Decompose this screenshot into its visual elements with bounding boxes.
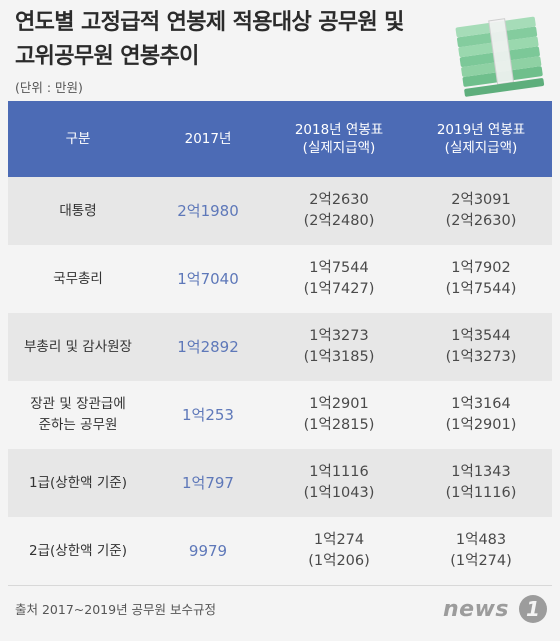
column-header-category: 구분 — [8, 101, 148, 177]
salary-actual-value: (1억274) — [450, 553, 512, 569]
cell-2018: 2억2630 (2억2480) — [268, 177, 410, 245]
cell-2018: 1억274 (1억206) — [268, 517, 410, 585]
logo-text: news — [443, 597, 510, 622]
salary-table-value: 1억483 — [455, 532, 507, 548]
salary-actual-value: (1억3185) — [303, 349, 375, 365]
table-row: 2급(상한액 기준) 9979 1억274 (1억206) 1억483 (1억274) — [8, 517, 552, 585]
column-header-2018: 2018년 연봉표 (실제지급액) — [268, 101, 410, 177]
row-category-text: 2급(상한액 기준) — [29, 542, 127, 559]
row-category-text: 장관 및 장관급에 — [30, 396, 126, 412]
cell-2018: 1억2901 (1억2815) — [268, 381, 410, 449]
salary-table-value: 1억274 — [313, 532, 365, 548]
salary-actual-value: (1억7544) — [445, 281, 517, 297]
row-category-text: 국무총리 — [53, 270, 103, 287]
salary-table-value: 1억2901 — [309, 396, 369, 412]
logo-badge: 1 — [519, 595, 547, 623]
row-category: 2급(상한액 기준) — [8, 517, 148, 585]
table-row: 부총리 및 감사원장 1억2892 1억3273 (1억3185) 1억3544 (1억3… — [8, 313, 552, 381]
cell-2017: 1억2892 — [148, 313, 268, 381]
cell-2019: 2억3091 (2억2630) — [410, 177, 552, 245]
salary-actual-value: (1억1116) — [445, 485, 517, 501]
table-row: 대통령 2억1980 2억2630 (2억2480) 2억3091 (2억2630) — [8, 177, 552, 245]
cell-2017: 1억7040 — [148, 245, 268, 313]
table-row: 1급(상한액 기준) 1억797 1억1116 (1억1043) 1억1343 (1억11… — [8, 449, 552, 517]
chart-title-line1: 연도별 고정급적 연봉제 적용대상 공무원 및 — [15, 10, 404, 35]
salary-table-value: 1억7544 — [309, 260, 369, 276]
money-stack-icon — [455, 16, 545, 97]
row-category: 부총리 및 감사원장 — [8, 313, 148, 381]
salary-actual-value: (1억206) — [308, 553, 370, 569]
row-category-text: 1급(상한액 기준) — [29, 474, 127, 491]
salary-actual-value: (1억1043) — [303, 485, 375, 501]
salary-actual-value: (1억2901) — [445, 417, 517, 433]
salary-table-value: 1억3544 — [451, 328, 511, 344]
cell-2017: 9979 — [148, 517, 268, 585]
salary-table-value: 2억3091 — [451, 192, 511, 208]
source-note: 출처 2017~2019년 공무원 보수규정 — [15, 602, 217, 617]
salary-actual-value: (1억7427) — [303, 281, 375, 297]
cell-2018: 1억1116 (1억1043) — [268, 449, 410, 517]
row-category-text: 준하는 공무원 — [38, 417, 118, 433]
cell-2017: 1억253 — [148, 381, 268, 449]
salary-table: 구분 2017년 2018년 연봉표 (실제지급액) 2019년 연봉표 (실제… — [8, 101, 552, 585]
table-body: 대통령 2억1980 2억2630 (2억2480) 2억3091 (2억2630) 국무총… — [8, 177, 552, 585]
column-header-label: 2017년 — [184, 131, 232, 147]
cell-2017: 1억797 — [148, 449, 268, 517]
footer-divider — [8, 585, 552, 586]
chart-title: 연도별 고정급적 연봉제 적용대상 공무원 및 고위공무원 연봉추이 — [15, 6, 404, 74]
cell-2019: 1억483 (1억274) — [410, 517, 552, 585]
salary-table-value: 1억1343 — [451, 464, 511, 480]
row-category-text: 대통령 — [59, 202, 97, 219]
chart-title-line2: 고위공무원 연봉추이 — [15, 44, 199, 69]
table-row: 장관 및 장관급에 준하는 공무원 1억253 1억2901 (1억2815) 1억316… — [8, 381, 552, 449]
column-header-2019: 2019년 연봉표 (실제지급액) — [410, 101, 552, 177]
cell-2019: 1억3164 (1억2901) — [410, 381, 552, 449]
salary-table-value: 1억3273 — [309, 328, 369, 344]
column-header-2017: 2017년 — [148, 101, 268, 177]
column-header-label: 2018년 연봉표 — [294, 122, 384, 138]
salary-actual-value: (2억2480) — [303, 213, 375, 229]
column-header-sublabel: (실제지급액) — [444, 140, 518, 156]
logo-number: 1 — [526, 597, 540, 621]
column-header-label: 구분 — [65, 131, 91, 147]
salary-table-value: 1억7902 — [451, 260, 511, 276]
salary-table-value: 2억2630 — [309, 192, 369, 208]
row-category: 1급(상한액 기준) — [8, 449, 148, 517]
table-header-row: 구분 2017년 2018년 연봉표 (실제지급액) 2019년 연봉표 (실제… — [8, 101, 552, 177]
cell-2019: 1억3544 (1억3273) — [410, 313, 552, 381]
cell-2018: 1억3273 (1억3185) — [268, 313, 410, 381]
salary-table-value: 1억3164 — [451, 396, 511, 412]
unit-label: (단위 : 만원) — [15, 80, 83, 95]
column-header-label: 2019년 연봉표 — [436, 122, 526, 138]
salary-table-value: 1억1116 — [309, 464, 369, 480]
row-category: 대통령 — [8, 177, 148, 245]
column-header-sublabel: (실제지급액) — [302, 140, 376, 156]
salary-actual-value: (1억2815) — [303, 417, 375, 433]
row-category-text: 부총리 및 감사원장 — [24, 338, 132, 355]
salary-actual-value: (1억3273) — [445, 349, 517, 365]
cell-2019: 1억7902 (1억7544) — [410, 245, 552, 313]
cell-2019: 1억1343 (1억1116) — [410, 449, 552, 517]
salary-actual-value: (2억2630) — [445, 213, 517, 229]
cell-2018: 1억7544 (1억7427) — [268, 245, 410, 313]
cell-2017: 2억1980 — [148, 177, 268, 245]
row-category: 국무총리 — [8, 245, 148, 313]
news1-logo: news 1 — [443, 591, 555, 629]
table-row: 국무총리 1억7040 1억7544 (1억7427) 1억7902 (1억7544) — [8, 245, 552, 313]
